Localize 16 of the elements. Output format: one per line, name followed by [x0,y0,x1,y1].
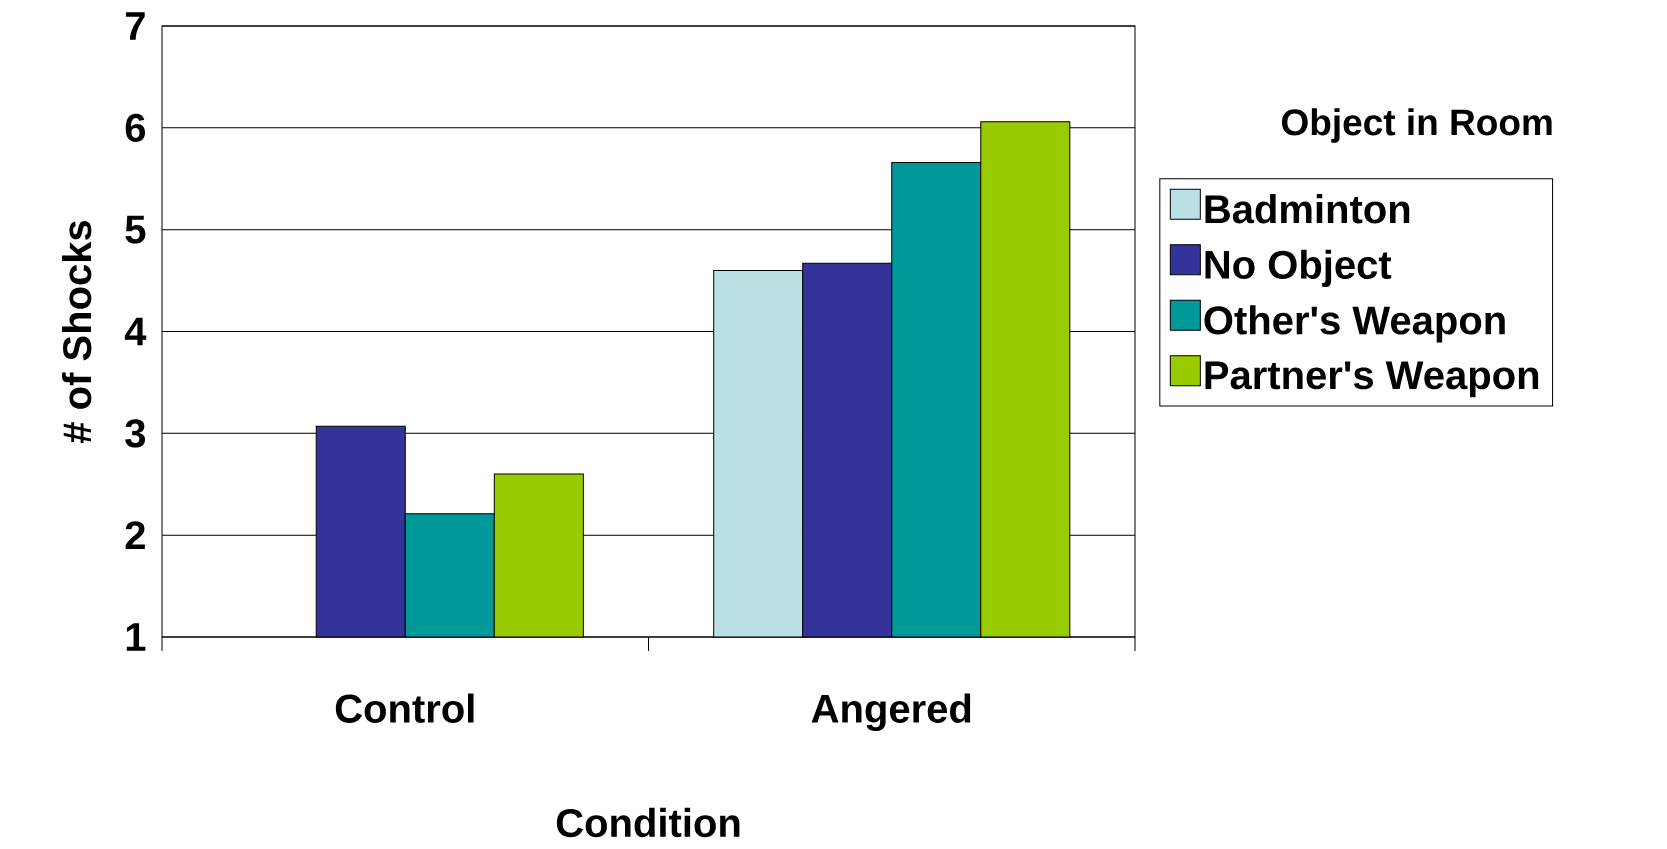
x-tick-label: Control [335,693,474,724]
y-tick-label: 4 [124,317,147,346]
y-axis-title: # of Shocks [62,221,92,444]
y-tick-label: 1 [126,623,146,651]
legend-title: Object in Room [1281,108,1552,143]
legend-label: No Object [1205,249,1392,288]
legend-label: Partner's Weapon [1205,361,1539,398]
y-tick-label: 5 [125,215,146,244]
x-tick-label: Angered [811,693,971,732]
legend-label: Badminton [1205,194,1410,224]
y-tick-label: 3 [125,419,146,448]
y-tick-label: 6 [125,113,146,143]
x-axis-title: Condition [556,808,740,838]
y-tick-label: 2 [125,521,145,550]
legend-label: Other's Weapon [1204,305,1505,343]
y-tick-label: 7 [125,12,145,40]
